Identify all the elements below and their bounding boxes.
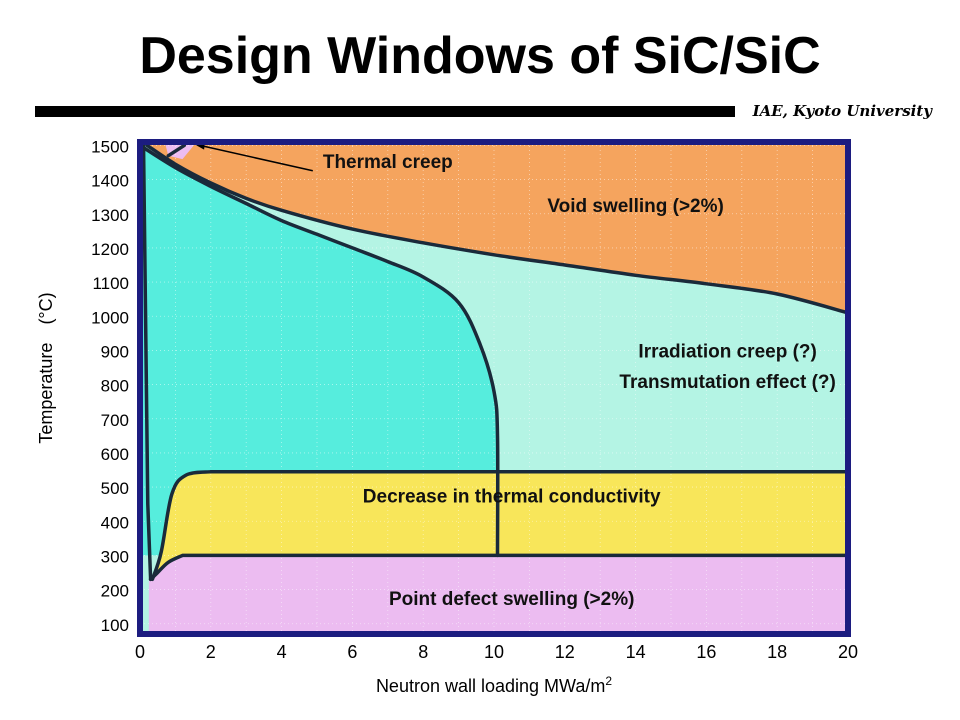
- y-tick-label: 400: [101, 513, 129, 532]
- boundary-left-edge: [141, 143, 153, 582]
- x-tick-label: 18: [767, 642, 787, 662]
- y-tick-label: 1300: [91, 206, 129, 225]
- x-tick-label: 14: [626, 642, 646, 662]
- y-tick-label: 1400: [91, 172, 129, 191]
- title-divider: [35, 106, 735, 117]
- affiliation: IAE, Kyoto University: [752, 102, 932, 120]
- y-tick-label: 1100: [92, 274, 129, 293]
- x-tick-label: 12: [555, 642, 575, 662]
- y-tick-label: 100: [101, 616, 129, 635]
- x-tick-label: 2: [206, 642, 216, 662]
- x-tick-label: 10: [484, 642, 504, 662]
- y-tick-label: 300: [101, 547, 129, 566]
- plot-frame: [137, 139, 851, 637]
- slide-title: Design Windows of SiC/SiC: [139, 27, 821, 85]
- x-tick-label: 6: [347, 642, 357, 662]
- x-tick-label: 0: [135, 642, 145, 662]
- boundary-conductivity-bottom: [148, 553, 848, 582]
- boundary-void-swelling: [145, 143, 848, 315]
- boundary-low-loading: [140, 143, 500, 558]
- y-tick-label: 600: [101, 445, 129, 464]
- y-tick-label: 900: [101, 342, 129, 361]
- x-tick-label: 4: [277, 642, 287, 662]
- annotation-irradiation-creep: Irradiation creep (?): [638, 341, 816, 362]
- x-tick-label: 16: [696, 642, 716, 662]
- annotation-void-swelling: Void swelling (>2%): [547, 196, 723, 217]
- boundary-thermal-creep: [166, 143, 186, 158]
- region-thermal-conductivity: [152, 471, 848, 580]
- y-axis-label: Temperature (°C): [36, 292, 56, 443]
- x-tick-label: 8: [418, 642, 428, 662]
- x-tick-label: 20: [838, 642, 858, 662]
- y-tick-label: 700: [101, 411, 129, 430]
- y-tick-label: 1500: [91, 137, 129, 156]
- y-tick-label: 500: [101, 479, 129, 498]
- annotation-point-defect-swelling: Point defect swelling (>2%): [389, 589, 634, 610]
- thermal-creep-arrow: [200, 144, 313, 172]
- region-low-loading: [140, 142, 498, 556]
- x-axis-label-superscript: 2: [605, 674, 612, 688]
- annotation-transmutation-effect: Transmutation effect (?): [619, 372, 835, 393]
- boundary-conductivity-top: [150, 469, 848, 582]
- y-tick-label: 1000: [91, 308, 129, 327]
- y-tick-label: 800: [101, 377, 129, 396]
- y-tick-label: 1200: [91, 240, 129, 259]
- annotation-thermal-creep: Thermal creep: [323, 152, 453, 173]
- x-axis-label: Neutron wall loading MWa/m2: [376, 674, 612, 696]
- annotation-thermal-conductivity: Decrease in thermal conductivity: [363, 487, 661, 508]
- y-tick-label: 200: [101, 582, 129, 601]
- region-point-defect-swelling: [148, 555, 848, 634]
